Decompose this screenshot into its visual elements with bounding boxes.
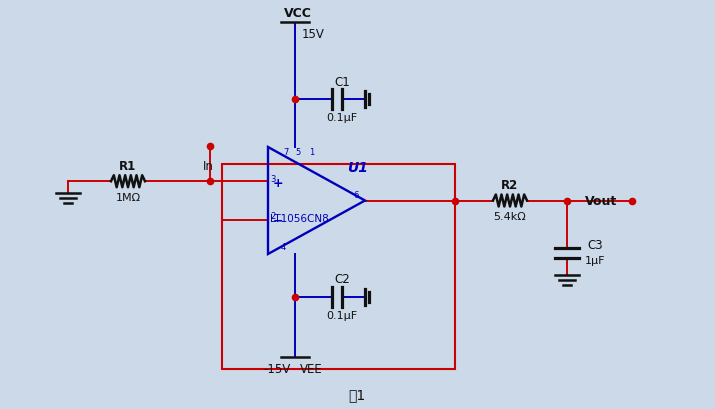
Text: 2: 2 [270, 212, 275, 221]
Text: +: + [272, 176, 283, 189]
Text: 1μF: 1μF [585, 256, 606, 266]
Text: 5.4kΩ: 5.4kΩ [493, 212, 526, 222]
Text: 5: 5 [295, 148, 300, 157]
Text: 0.1μF: 0.1μF [327, 113, 358, 123]
Text: 4: 4 [280, 243, 285, 252]
Text: R1: R1 [119, 160, 137, 172]
Text: Vout: Vout [585, 195, 617, 207]
Text: C1: C1 [334, 75, 350, 88]
Text: VEE: VEE [300, 363, 322, 375]
Text: R2: R2 [501, 179, 518, 191]
Text: U1: U1 [347, 161, 368, 175]
Text: −: − [272, 214, 283, 227]
Text: LT1056CN8: LT1056CN8 [270, 214, 329, 224]
Text: VCC: VCC [284, 7, 312, 20]
Text: 1: 1 [310, 148, 315, 157]
Text: 15V: 15V [302, 29, 325, 41]
Text: 1MΩ: 1MΩ [115, 193, 141, 203]
Text: 3: 3 [270, 174, 276, 183]
Text: 7: 7 [283, 148, 289, 157]
Text: 图1: 图1 [348, 387, 365, 401]
Text: 6: 6 [353, 191, 359, 200]
Text: 0.1μF: 0.1μF [327, 310, 358, 320]
Text: C3: C3 [587, 238, 603, 252]
Text: C2: C2 [334, 273, 350, 286]
Text: -15V: -15V [263, 363, 290, 375]
Text: In: In [202, 160, 214, 172]
